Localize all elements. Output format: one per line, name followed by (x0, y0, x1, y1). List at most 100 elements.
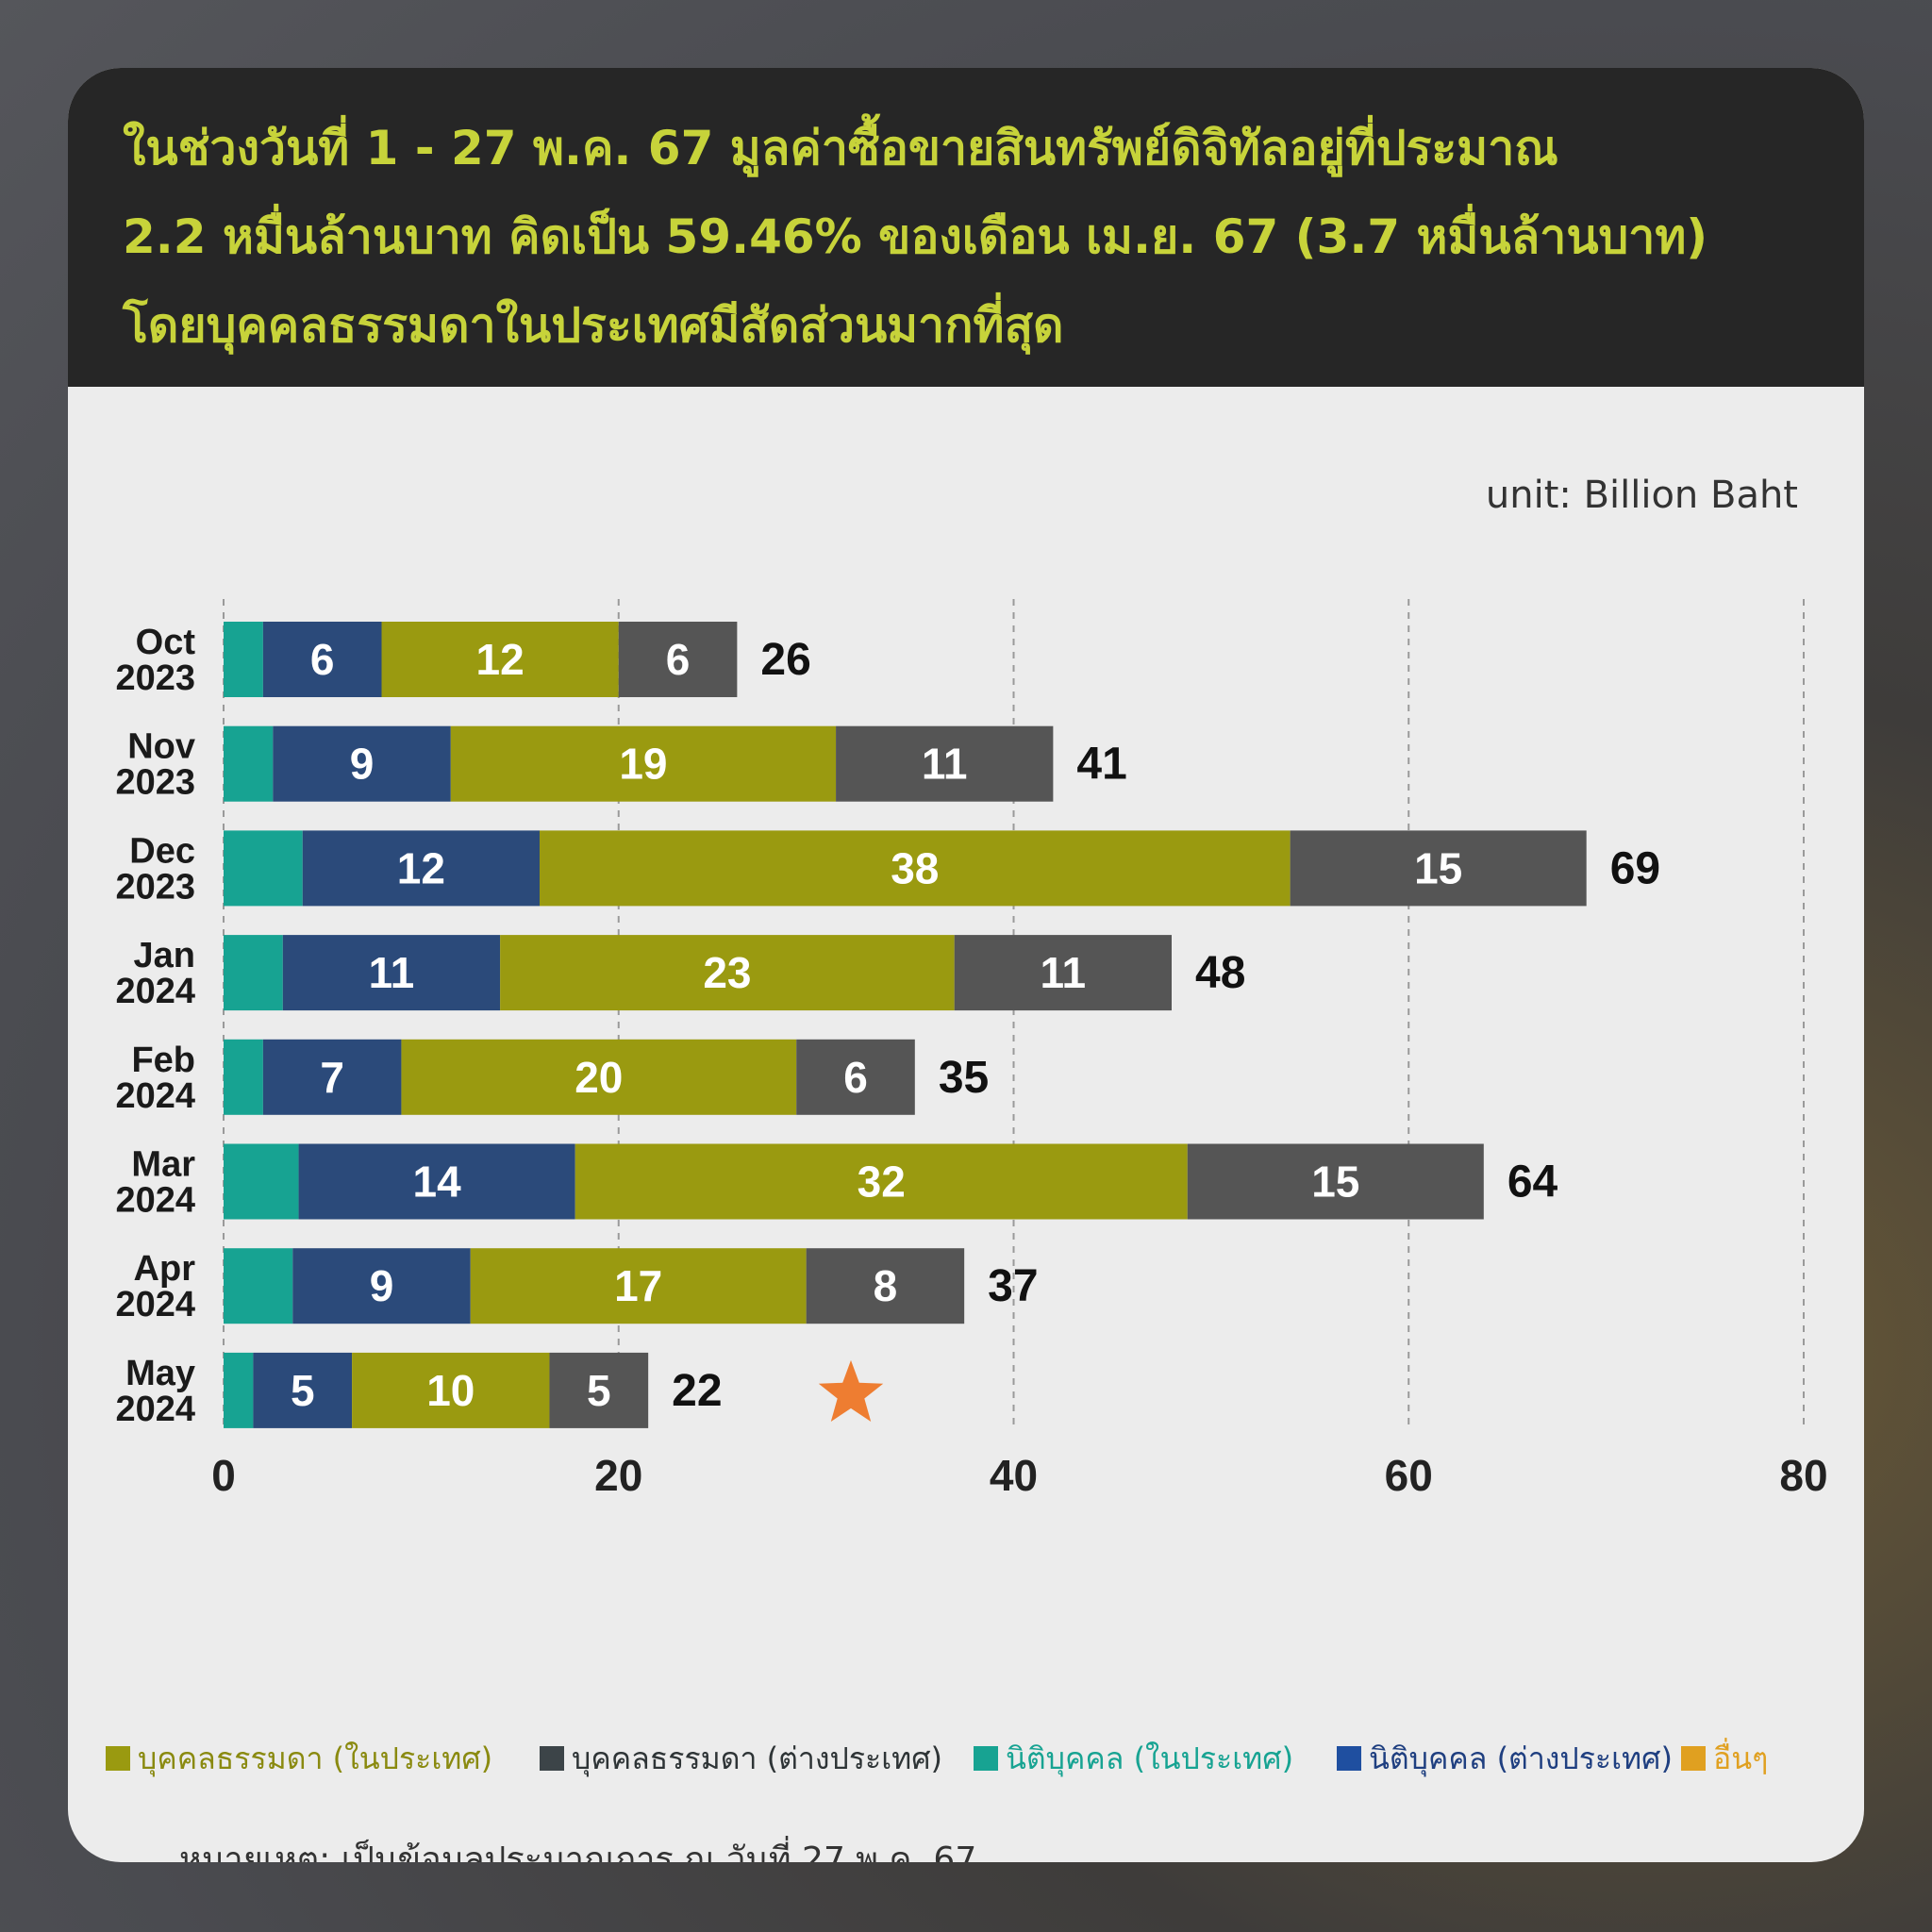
bar-segment-juristic_domestic (224, 622, 263, 697)
unit-label: unit: Billion Baht (1485, 474, 1798, 517)
bar-segment-individual_domestic (381, 622, 619, 697)
x-tick-label: 40 (990, 1451, 1038, 1500)
legend-swatch (1681, 1746, 1706, 1771)
total-label: 26 (760, 635, 810, 685)
category-month: Feb (131, 1041, 195, 1080)
bar-segment-juristic_domestic (224, 830, 303, 907)
data-label: 11 (369, 948, 415, 997)
data-label: 5 (587, 1366, 611, 1415)
category-month: Mar (131, 1145, 195, 1185)
bar-segment-individual_domestic (500, 935, 955, 1011)
category-label: Dec 2023 (115, 831, 195, 907)
legend-item: นิติบุคคล (ต่างประเทศ) (1337, 1730, 1673, 1787)
bar-segment-juristic_foreign (302, 830, 540, 907)
data-label: 19 (619, 740, 667, 789)
category-label: Oct 2023 (115, 623, 195, 698)
bar-segment-juristic_domestic (224, 935, 283, 1011)
bar-segment-juristic_domestic (224, 1352, 254, 1428)
data-label: 15 (1414, 843, 1462, 892)
legend-item: นิติบุคคล (ในประเทศ) (974, 1730, 1293, 1787)
bar-segment-individual_domestic (401, 1039, 797, 1115)
data-label: 6 (666, 635, 691, 684)
category-year: 2023 (115, 763, 195, 803)
headline-line-3: โดยบุคคลธรรมดาในประเทศมีสัดส่วนมากที่สุด (123, 298, 1064, 353)
legend-label: นิติบุคคล (ต่างประเทศ) (1369, 1740, 1673, 1776)
total-label: 35 (939, 1053, 989, 1103)
bar-segment-individual_foreign (1187, 1143, 1484, 1220)
legend-label: อื่นๆ (1713, 1740, 1769, 1776)
category-year: 2023 (115, 658, 195, 698)
legend-label: นิติบุคคล (ในประเทศ) (1006, 1740, 1294, 1776)
legend-swatch (106, 1746, 130, 1771)
data-label: 14 (413, 1158, 462, 1207)
category-label: Mar 2024 (115, 1145, 195, 1221)
bar-segment-individual_foreign (836, 725, 1054, 802)
bar-segment-juristic_foreign (292, 1248, 471, 1324)
bar-segment-individual_domestic (450, 725, 837, 802)
legend-label: บุคคลธรรมดา (ต่างประเทศ) (572, 1740, 943, 1776)
data-label: 10 (426, 1366, 475, 1415)
data-label: 9 (370, 1261, 394, 1310)
bar-segment-individual_foreign (796, 1039, 915, 1115)
chart-card: ในช่วงวันที่ 1 - 27 พ.ค. 67 มูลค่าซื้อขา… (68, 68, 1864, 1862)
data-label: 20 (575, 1053, 623, 1102)
total-label: 48 (1195, 948, 1245, 998)
bar-segment-juristic_foreign (298, 1143, 575, 1220)
category-label: Nov 2023 (115, 727, 195, 803)
category-label: Jan 2024 (115, 936, 195, 1011)
bar-segment-individual_foreign (1290, 830, 1587, 907)
bar-segment-juristic_foreign (262, 622, 382, 697)
data-label: 23 (703, 948, 751, 997)
legend-swatch (540, 1746, 564, 1771)
bar-segment-juristic_domestic (224, 1248, 293, 1324)
legend-item: อื่นๆ (1681, 1730, 1768, 1787)
category-month: Apr (134, 1249, 196, 1289)
data-label: 11 (1041, 948, 1087, 997)
footnote: หมายเหตุ: เป็นข้อมูลประมาณการ ณ วันที่ 2… (179, 1840, 977, 1862)
data-label: 32 (858, 1158, 906, 1207)
category-year: 2024 (115, 1390, 195, 1429)
total-label: 41 (1076, 740, 1126, 790)
bar-segment-individual_foreign (618, 622, 738, 697)
total-label: 22 (672, 1366, 722, 1416)
category-year: 2024 (115, 1285, 195, 1324)
data-label: 38 (891, 843, 939, 892)
category-month: May (125, 1354, 195, 1393)
bar-segment-individual_foreign (954, 935, 1172, 1011)
x-tick-label: 20 (594, 1451, 642, 1500)
legend-swatch (974, 1746, 998, 1771)
category-label: Apr 2024 (115, 1249, 195, 1324)
data-label: 5 (291, 1366, 315, 1415)
category-label: May 2024 (115, 1354, 195, 1429)
legend-item: บุคคลธรรมดา (ต่างประเทศ) (540, 1730, 942, 1787)
data-label: 12 (476, 635, 525, 684)
x-tick-label: 80 (1779, 1451, 1827, 1500)
x-tick-label: 0 (211, 1451, 236, 1500)
star-icon (818, 1359, 884, 1422)
bar-segment-individual_foreign (806, 1248, 965, 1324)
data-label: 17 (614, 1261, 662, 1310)
bar-segment-juristic_foreign (262, 1039, 402, 1115)
category-year: 2024 (115, 972, 195, 1011)
data-label: 7 (320, 1053, 344, 1102)
category-year: 2023 (115, 867, 195, 907)
headline-line-2: 2.2 หมื่นล้านบาท คิดเป็น 59.46% ของเดือน… (123, 209, 1708, 264)
legend-swatch (1337, 1746, 1361, 1771)
bar-segment-juristic_domestic (224, 1039, 263, 1115)
category-month: Dec (129, 831, 195, 871)
total-label: 69 (1610, 843, 1660, 893)
legend-item: บุคคลธรรมดา (ในประเทศ) (106, 1730, 492, 1787)
data-label: 8 (874, 1261, 898, 1310)
category-label: Feb 2024 (115, 1041, 195, 1116)
category-month: Nov (127, 727, 195, 767)
bar-segment-individual_domestic (470, 1248, 807, 1324)
bar-segment-juristic_domestic (224, 1143, 299, 1220)
total-label: 37 (988, 1261, 1038, 1311)
bar-segment-juristic_foreign (282, 935, 501, 1011)
x-tick-label: 60 (1385, 1451, 1433, 1500)
data-label: 9 (350, 740, 375, 789)
data-label: 6 (310, 635, 335, 684)
bar-segment-juristic_foreign (253, 1352, 353, 1428)
category-month: Oct (136, 623, 196, 662)
